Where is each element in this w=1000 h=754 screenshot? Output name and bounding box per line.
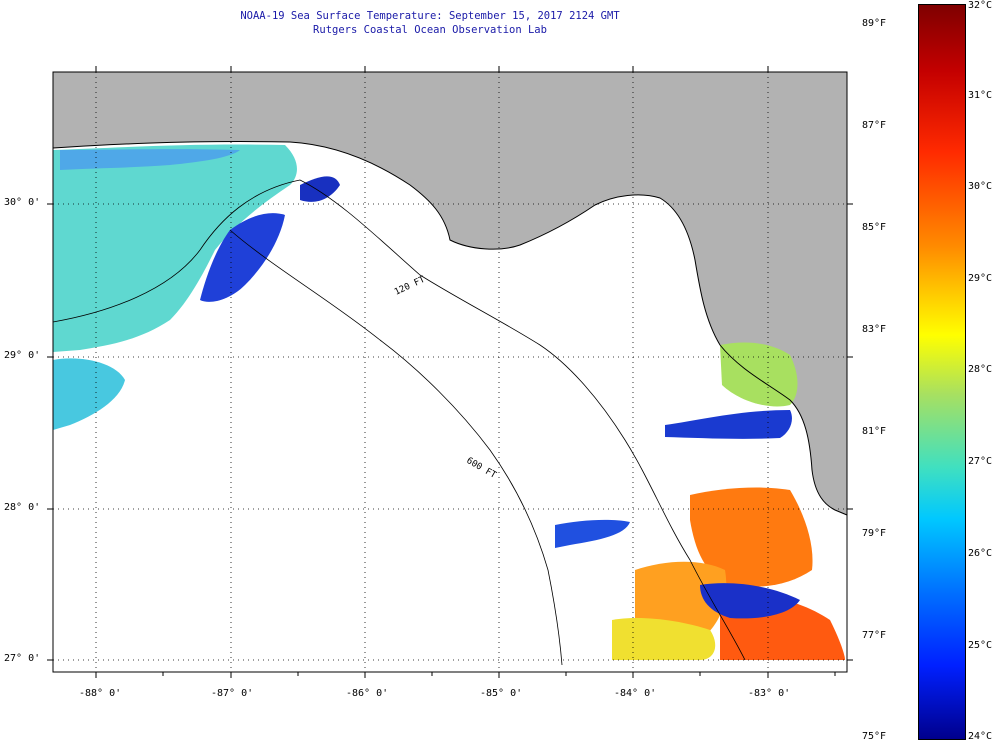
cb-c-29: 29°C bbox=[968, 273, 993, 284]
lat-label-27: 27° 0' bbox=[4, 653, 41, 664]
sst-west-cool-2 bbox=[300, 176, 340, 202]
map-frame bbox=[52, 71, 848, 673]
sst-west-nearshore bbox=[60, 149, 240, 170]
lon-label-85: -85° 0' bbox=[480, 688, 523, 699]
cb-c-32: 32°C bbox=[968, 0, 993, 11]
lon-label-88: -88° 0' bbox=[79, 688, 122, 699]
cb-f-75: 75°F bbox=[862, 731, 887, 742]
cb-c-25: 25°C bbox=[968, 640, 993, 651]
lon-label-87: -87° 0' bbox=[211, 688, 254, 699]
sst-east-mid bbox=[720, 342, 798, 407]
cb-f-77: 77°F bbox=[862, 630, 887, 641]
map-subtitle: Rutgers Coastal Ocean Observation Lab bbox=[313, 24, 547, 36]
cb-c-30: 30°C bbox=[968, 181, 993, 192]
lat-label-29: 29° 0' bbox=[4, 350, 41, 361]
cb-c-27: 27°C bbox=[968, 456, 993, 467]
sst-western-remnant bbox=[53, 358, 125, 430]
isobath-600ft bbox=[229, 229, 563, 666]
graticule bbox=[53, 72, 847, 672]
map-title: NOAA-19 Sea Surface Temperature: Septemb… bbox=[240, 10, 620, 22]
sst-west-cool bbox=[200, 213, 285, 302]
lon-label-86: -86° 0' bbox=[346, 688, 389, 699]
cb-f-79: 79°F bbox=[862, 528, 887, 539]
cb-f-83: 83°F bbox=[862, 324, 887, 335]
lat-label-28: 28° 0' bbox=[4, 502, 41, 513]
lon-label-84: -84° 0' bbox=[614, 688, 657, 699]
cb-f-89: 89°F bbox=[862, 18, 887, 29]
sst-south-warm bbox=[690, 487, 813, 587]
cb-c-24: 24°C bbox=[968, 731, 993, 742]
isobath-120ft bbox=[52, 179, 746, 661]
cb-c-28: 28°C bbox=[968, 364, 993, 375]
cb-c-31: 31°C bbox=[968, 90, 993, 101]
sst-east-cool bbox=[665, 410, 792, 439]
cb-f-85: 85°F bbox=[862, 222, 887, 233]
frame-ticks bbox=[47, 66, 853, 678]
lat-label-30: 30° 0' bbox=[4, 197, 41, 208]
cb-f-87: 87°F bbox=[862, 120, 887, 131]
coastline bbox=[52, 141, 848, 516]
sst-east-cool-2 bbox=[555, 519, 630, 548]
cb-c-26: 26°C bbox=[968, 548, 993, 559]
lon-label-83: -83° 0' bbox=[748, 688, 791, 699]
cb-f-81: 81°F bbox=[862, 426, 887, 437]
sst-south-yellow bbox=[612, 618, 716, 660]
temperature-colorbar bbox=[918, 4, 966, 740]
sst-south-blue bbox=[700, 583, 800, 619]
sst-west-shelf bbox=[53, 144, 297, 352]
